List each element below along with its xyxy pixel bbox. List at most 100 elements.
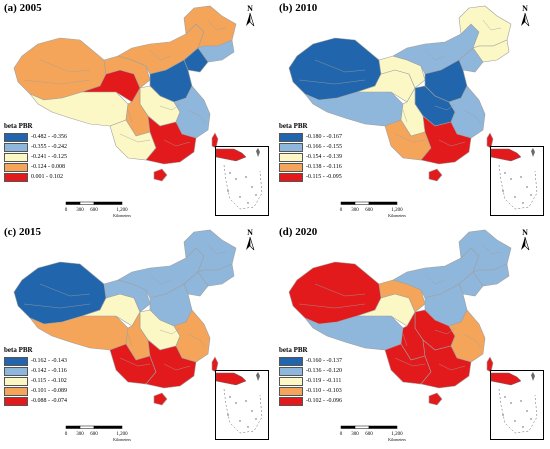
scale-tick-label: 1,200 xyxy=(116,208,128,213)
internal-boundary xyxy=(424,273,446,285)
legend-label: -0.154 - -0.139 xyxy=(306,154,342,160)
scale-unit: Kilometers xyxy=(113,213,131,218)
legend-swatch xyxy=(279,132,303,142)
legend-title: beta PBR xyxy=(4,122,33,130)
panel-title: (a) 2005 xyxy=(4,2,42,14)
china-map xyxy=(13,229,237,406)
inset-dot xyxy=(229,396,231,398)
inset-dot xyxy=(255,194,257,196)
scale-segment xyxy=(93,201,123,205)
internal-boundary xyxy=(159,327,181,335)
legend-label: -0.166 - -0.155 xyxy=(306,144,342,150)
legend-label: -0.124 - 0.008 xyxy=(31,164,65,170)
legend-swatch xyxy=(4,132,28,142)
region-south xyxy=(420,339,472,389)
inset-dot xyxy=(235,402,237,404)
inset-dashed-line xyxy=(498,388,538,434)
inset-island xyxy=(531,372,535,381)
region-hainan xyxy=(428,392,443,406)
region-hainan xyxy=(428,168,443,182)
scale-segment xyxy=(93,425,123,429)
legend-label: -0.180 - -0.167 xyxy=(306,134,342,140)
scale-bar: 0 300 600 1,200 Kilometers xyxy=(339,200,429,220)
north-arrow-icon: N xyxy=(242,4,258,28)
internal-boundary xyxy=(119,357,151,367)
scale-tick-label: 300 xyxy=(351,432,359,437)
legend-label: -0.102 - -0.096 xyxy=(306,398,342,404)
inset-dot xyxy=(502,414,504,416)
legend-label: -0.142 - -0.116 xyxy=(31,368,67,374)
inset-dot xyxy=(227,414,229,416)
legend-label: -0.088 - -0.074 xyxy=(31,398,67,404)
inset-dot xyxy=(510,402,512,404)
internal-boundary xyxy=(119,133,151,143)
inset-dot xyxy=(504,396,506,398)
region-hainan xyxy=(153,392,168,406)
inset-dot xyxy=(530,418,532,420)
scale-segment xyxy=(79,425,95,429)
scale-segment xyxy=(340,425,356,429)
internal-boundary xyxy=(402,333,408,347)
region-south xyxy=(420,115,472,165)
panel-title: (d) 2020 xyxy=(279,226,318,238)
internal-boundary xyxy=(434,103,456,111)
legend-swatch xyxy=(279,386,303,396)
inset-dot xyxy=(510,178,512,180)
internal-boundary xyxy=(207,243,227,255)
inset-dot xyxy=(520,400,522,402)
internal-boundary xyxy=(434,327,456,335)
region-taiwan xyxy=(211,132,219,149)
inset-dot xyxy=(522,202,524,204)
legend-label: -0.119 - -0.111 xyxy=(306,378,342,384)
legend-swatch xyxy=(4,386,28,396)
inset-dot xyxy=(239,196,241,198)
scale-tick-label: 0 xyxy=(65,208,68,213)
region-jilin xyxy=(472,39,510,63)
region-jilin xyxy=(197,39,235,63)
inset-dot xyxy=(526,410,528,412)
scale-unit: Kilometers xyxy=(388,437,406,442)
legend-swatch xyxy=(4,152,28,162)
legend: beta PBR -0.180 - -0.167 -0.166 - -0.155… xyxy=(279,122,342,182)
legend-swatch xyxy=(279,142,303,152)
internal-boundary xyxy=(394,133,426,143)
inset-dashed-line xyxy=(498,164,538,210)
internal-boundary xyxy=(127,109,133,123)
internal-boundary xyxy=(298,303,366,309)
internal-boundary xyxy=(424,49,446,61)
region-south xyxy=(145,339,197,389)
internal-boundary xyxy=(207,19,227,31)
inset-dot xyxy=(251,186,253,188)
scale-bar: 0 300 600 1,200 Kilometers xyxy=(64,424,154,444)
legend-swatch xyxy=(279,356,303,366)
legend-swatch xyxy=(4,172,28,182)
inset-dot xyxy=(520,176,522,178)
south-china-sea-inset xyxy=(490,146,544,216)
scale-tick-label: 600 xyxy=(90,432,98,437)
inset-island xyxy=(531,148,535,157)
internal-boundary xyxy=(438,139,466,147)
inset-dot xyxy=(502,190,504,192)
scale-unit: Kilometers xyxy=(388,213,406,218)
internal-boundary xyxy=(127,333,133,347)
internal-boundary xyxy=(462,109,482,125)
legend-label: -0.136 - -0.120 xyxy=(306,368,342,374)
map-panel-2005: (a) 2005 beta PBR -0.482 - -0.356 -0.355… xyxy=(0,0,275,224)
legend-swatch xyxy=(4,162,28,172)
legend-label: -0.138 - -0.116 xyxy=(306,164,342,170)
scale-tick-label: 300 xyxy=(76,432,84,437)
legend-title: beta PBR xyxy=(279,122,308,130)
china-map xyxy=(13,5,237,182)
scale-tick-label: 600 xyxy=(90,208,98,213)
inset-dot xyxy=(239,420,241,422)
inset-dot xyxy=(504,172,506,174)
legend-title: beta PBR xyxy=(279,346,308,354)
legend-swatch xyxy=(279,376,303,386)
region-taiwan xyxy=(486,356,494,373)
legend-label: -0.355 - -0.242 xyxy=(31,144,67,150)
scale-segment xyxy=(354,201,370,205)
inset-dot xyxy=(245,400,247,402)
internal-boundary xyxy=(402,109,408,123)
china-map xyxy=(288,5,512,182)
internal-boundary xyxy=(163,363,191,371)
